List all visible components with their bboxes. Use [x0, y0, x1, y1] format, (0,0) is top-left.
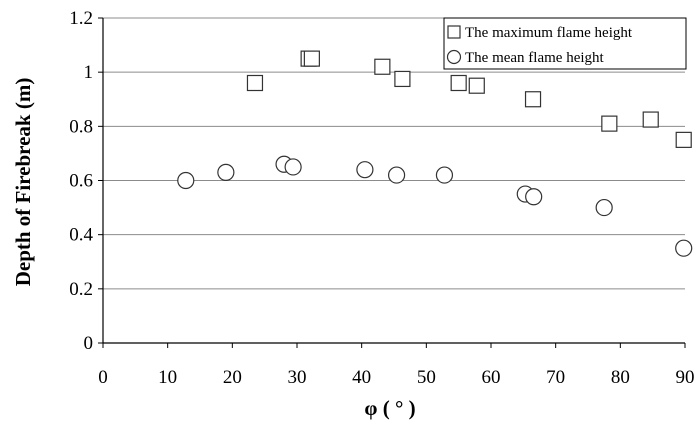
- mean-flame-height-point: [177, 171, 195, 190]
- mean-flame-height-point: [675, 239, 693, 257]
- tick-labels: 0 0.2 0.4 0.6 0.8 1 1.2 0 10 20 30 40 50 60 70 80 90: [69, 8, 694, 388]
- max-flame-height-point: [642, 111, 659, 128]
- y-tick-label: 0.8: [69, 116, 93, 137]
- max-flame-height-point: [675, 131, 692, 148]
- mean-flame-height-point: [217, 163, 235, 181]
- legend: The maximum flame height The mean flame …: [443, 17, 687, 70]
- max-flame-height-point: [246, 74, 264, 92]
- y-tick-label: 0.6: [69, 171, 93, 192]
- x-tick-label: 10: [158, 367, 177, 388]
- max-flame-height-point: [394, 70, 411, 88]
- y-tick-label: 0.2: [69, 279, 93, 300]
- mean-flame-height-point: [356, 161, 374, 179]
- x-tick-label: 60: [482, 367, 501, 388]
- y-tick-label: 1: [84, 62, 94, 83]
- y-tick-label: 0: [84, 333, 94, 354]
- mean-flame-height-point: [525, 188, 543, 206]
- max-flame-height-point: [374, 58, 391, 75]
- legend-entry-mean: The mean flame height: [465, 50, 605, 66]
- mean-flame-height-point: [435, 166, 454, 184]
- x-tick-label: 40: [352, 367, 371, 388]
- x-tick-label: 70: [546, 367, 565, 388]
- legend-box: [443, 17, 687, 70]
- x-tick-label: 50: [417, 367, 436, 388]
- legend-circle-marker-icon: [446, 49, 462, 65]
- y-tick-label: 0.4: [69, 225, 93, 246]
- x-tick-label: 80: [611, 367, 630, 388]
- mean-flame-height-point: [284, 158, 302, 176]
- mean-flame-height-point: [387, 166, 406, 184]
- max-flame-height-point: [468, 77, 485, 94]
- mean-flame-height-point: [595, 198, 613, 217]
- x-tick-label: 20: [223, 367, 242, 388]
- max-flame-height-point: [303, 50, 320, 67]
- data-points: [177, 50, 693, 257]
- legend-entry-maximum: The maximum flame height: [465, 25, 633, 41]
- x-tick-label: 30: [288, 367, 307, 388]
- x-axis-title: φ ( ° ): [364, 396, 415, 420]
- x-tick-label: 90: [676, 367, 695, 388]
- max-flame-height-point: [450, 74, 467, 92]
- y-axis-title: Depth of Firebreak (m): [11, 78, 35, 287]
- max-flame-height-point: [524, 91, 542, 108]
- y-tick-label: 1.2: [69, 8, 93, 29]
- x-tick-label: 0: [98, 367, 108, 388]
- legend-square-marker-icon: [447, 25, 461, 39]
- max-flame-height-point: [601, 115, 618, 132]
- axes: [98, 17, 686, 348]
